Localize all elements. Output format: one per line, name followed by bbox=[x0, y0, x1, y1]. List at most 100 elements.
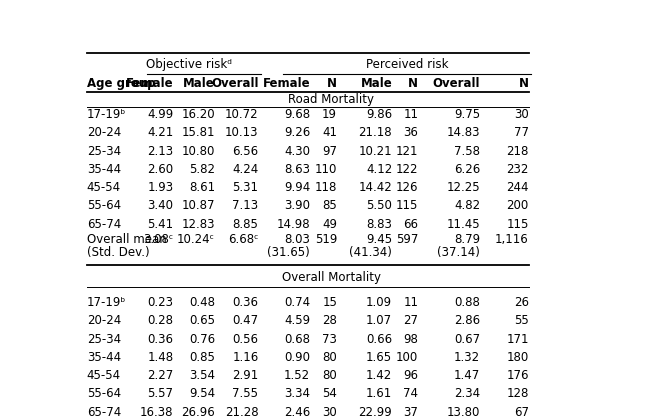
Text: 28: 28 bbox=[322, 314, 337, 327]
Text: 3.90: 3.90 bbox=[284, 199, 310, 213]
Text: 77: 77 bbox=[514, 126, 529, 139]
Text: 0.68: 0.68 bbox=[284, 333, 310, 346]
Text: 122: 122 bbox=[396, 163, 418, 176]
Text: 180: 180 bbox=[506, 351, 529, 364]
Text: 25-34: 25-34 bbox=[87, 145, 121, 158]
Text: 128: 128 bbox=[506, 387, 529, 401]
Text: 1.32: 1.32 bbox=[454, 351, 480, 364]
Text: Road Mortality: Road Mortality bbox=[288, 93, 374, 106]
Text: 5.57: 5.57 bbox=[147, 387, 173, 401]
Text: 0.67: 0.67 bbox=[454, 333, 480, 346]
Text: Overall mean: Overall mean bbox=[87, 233, 167, 246]
Text: 80: 80 bbox=[322, 369, 337, 382]
Text: 0.76: 0.76 bbox=[189, 333, 215, 346]
Text: 0.47: 0.47 bbox=[233, 314, 258, 327]
Text: 0.36: 0.36 bbox=[147, 333, 173, 346]
Text: Female: Female bbox=[262, 77, 310, 90]
Text: 55-64: 55-64 bbox=[87, 199, 121, 213]
Text: 49: 49 bbox=[322, 218, 337, 231]
Text: 110: 110 bbox=[315, 163, 337, 176]
Text: 4.59: 4.59 bbox=[284, 314, 310, 327]
Text: 37: 37 bbox=[403, 406, 418, 416]
Text: 10.87: 10.87 bbox=[182, 199, 215, 213]
Text: Male: Male bbox=[183, 77, 215, 90]
Text: 597: 597 bbox=[396, 233, 418, 246]
Text: 8.03: 8.03 bbox=[284, 233, 310, 246]
Text: Overall: Overall bbox=[433, 77, 480, 90]
Text: 115: 115 bbox=[506, 218, 529, 231]
Text: 9.68: 9.68 bbox=[284, 108, 310, 121]
Text: 10.24ᶜ: 10.24ᶜ bbox=[177, 233, 215, 246]
Text: 2.91: 2.91 bbox=[232, 369, 258, 382]
Text: 9.86: 9.86 bbox=[366, 108, 392, 121]
Text: 519: 519 bbox=[315, 233, 337, 246]
Text: 26.96: 26.96 bbox=[181, 406, 215, 416]
Text: 1.47: 1.47 bbox=[454, 369, 480, 382]
Text: 0.90: 0.90 bbox=[284, 351, 310, 364]
Text: 55: 55 bbox=[514, 314, 529, 327]
Text: 97: 97 bbox=[322, 145, 337, 158]
Text: 65-74: 65-74 bbox=[87, 406, 121, 416]
Text: 0.23: 0.23 bbox=[147, 296, 173, 309]
Text: 21.18: 21.18 bbox=[359, 126, 392, 139]
Text: 35-44: 35-44 bbox=[87, 163, 121, 176]
Text: 1.48: 1.48 bbox=[147, 351, 173, 364]
Text: Overall Mortality: Overall Mortality bbox=[282, 271, 380, 284]
Text: 1.93: 1.93 bbox=[147, 181, 173, 194]
Text: 232: 232 bbox=[506, 163, 529, 176]
Text: 20-24: 20-24 bbox=[87, 126, 121, 139]
Text: 118: 118 bbox=[315, 181, 337, 194]
Text: 10.80: 10.80 bbox=[182, 145, 215, 158]
Text: 98: 98 bbox=[403, 333, 418, 346]
Text: 54: 54 bbox=[322, 387, 337, 401]
Text: 5.41: 5.41 bbox=[147, 218, 173, 231]
Text: Overall: Overall bbox=[211, 77, 258, 90]
Text: 16.38: 16.38 bbox=[140, 406, 173, 416]
Text: 80: 80 bbox=[322, 351, 337, 364]
Text: (31.65): (31.65) bbox=[267, 246, 310, 259]
Text: Age group: Age group bbox=[87, 77, 155, 90]
Text: 17-19ᵇ: 17-19ᵇ bbox=[87, 108, 126, 121]
Text: 8.63: 8.63 bbox=[284, 163, 310, 176]
Text: Female: Female bbox=[126, 77, 173, 90]
Text: 0.36: 0.36 bbox=[233, 296, 258, 309]
Text: 6.26: 6.26 bbox=[454, 163, 480, 176]
Text: 26: 26 bbox=[514, 296, 529, 309]
Text: 14.98: 14.98 bbox=[276, 218, 310, 231]
Text: 5.50: 5.50 bbox=[366, 199, 392, 213]
Text: 45-54: 45-54 bbox=[87, 181, 121, 194]
Text: 115: 115 bbox=[396, 199, 418, 213]
Text: 74: 74 bbox=[403, 387, 418, 401]
Text: 7.13: 7.13 bbox=[233, 199, 258, 213]
Text: 12.25: 12.25 bbox=[446, 181, 480, 194]
Text: 11: 11 bbox=[403, 296, 418, 309]
Text: 100: 100 bbox=[396, 351, 418, 364]
Text: 27: 27 bbox=[403, 314, 418, 327]
Text: 25-34: 25-34 bbox=[87, 333, 121, 346]
Text: 10.21: 10.21 bbox=[359, 145, 392, 158]
Text: 8.61: 8.61 bbox=[189, 181, 215, 194]
Text: (41.34): (41.34) bbox=[349, 246, 392, 259]
Text: 244: 244 bbox=[506, 181, 529, 194]
Text: N: N bbox=[327, 77, 337, 90]
Text: 7.55: 7.55 bbox=[233, 387, 258, 401]
Text: 67: 67 bbox=[514, 406, 529, 416]
Text: 121: 121 bbox=[396, 145, 418, 158]
Text: 11.45: 11.45 bbox=[446, 218, 480, 231]
Text: 15: 15 bbox=[322, 296, 337, 309]
Text: 4.99: 4.99 bbox=[147, 108, 173, 121]
Text: 9.94: 9.94 bbox=[284, 181, 310, 194]
Text: (37.14): (37.14) bbox=[437, 246, 480, 259]
Text: 10.13: 10.13 bbox=[225, 126, 258, 139]
Text: 3.34: 3.34 bbox=[284, 387, 310, 401]
Text: 9.45: 9.45 bbox=[366, 233, 392, 246]
Text: 0.66: 0.66 bbox=[366, 333, 392, 346]
Text: 2.86: 2.86 bbox=[454, 314, 480, 327]
Text: 2.34: 2.34 bbox=[454, 387, 480, 401]
Text: 3.08ᶜ: 3.08ᶜ bbox=[143, 233, 173, 246]
Text: N: N bbox=[519, 77, 529, 90]
Text: 4.12: 4.12 bbox=[366, 163, 392, 176]
Text: 1.61: 1.61 bbox=[366, 387, 392, 401]
Text: Perceived risk: Perceived risk bbox=[366, 58, 448, 71]
Text: 8.79: 8.79 bbox=[454, 233, 480, 246]
